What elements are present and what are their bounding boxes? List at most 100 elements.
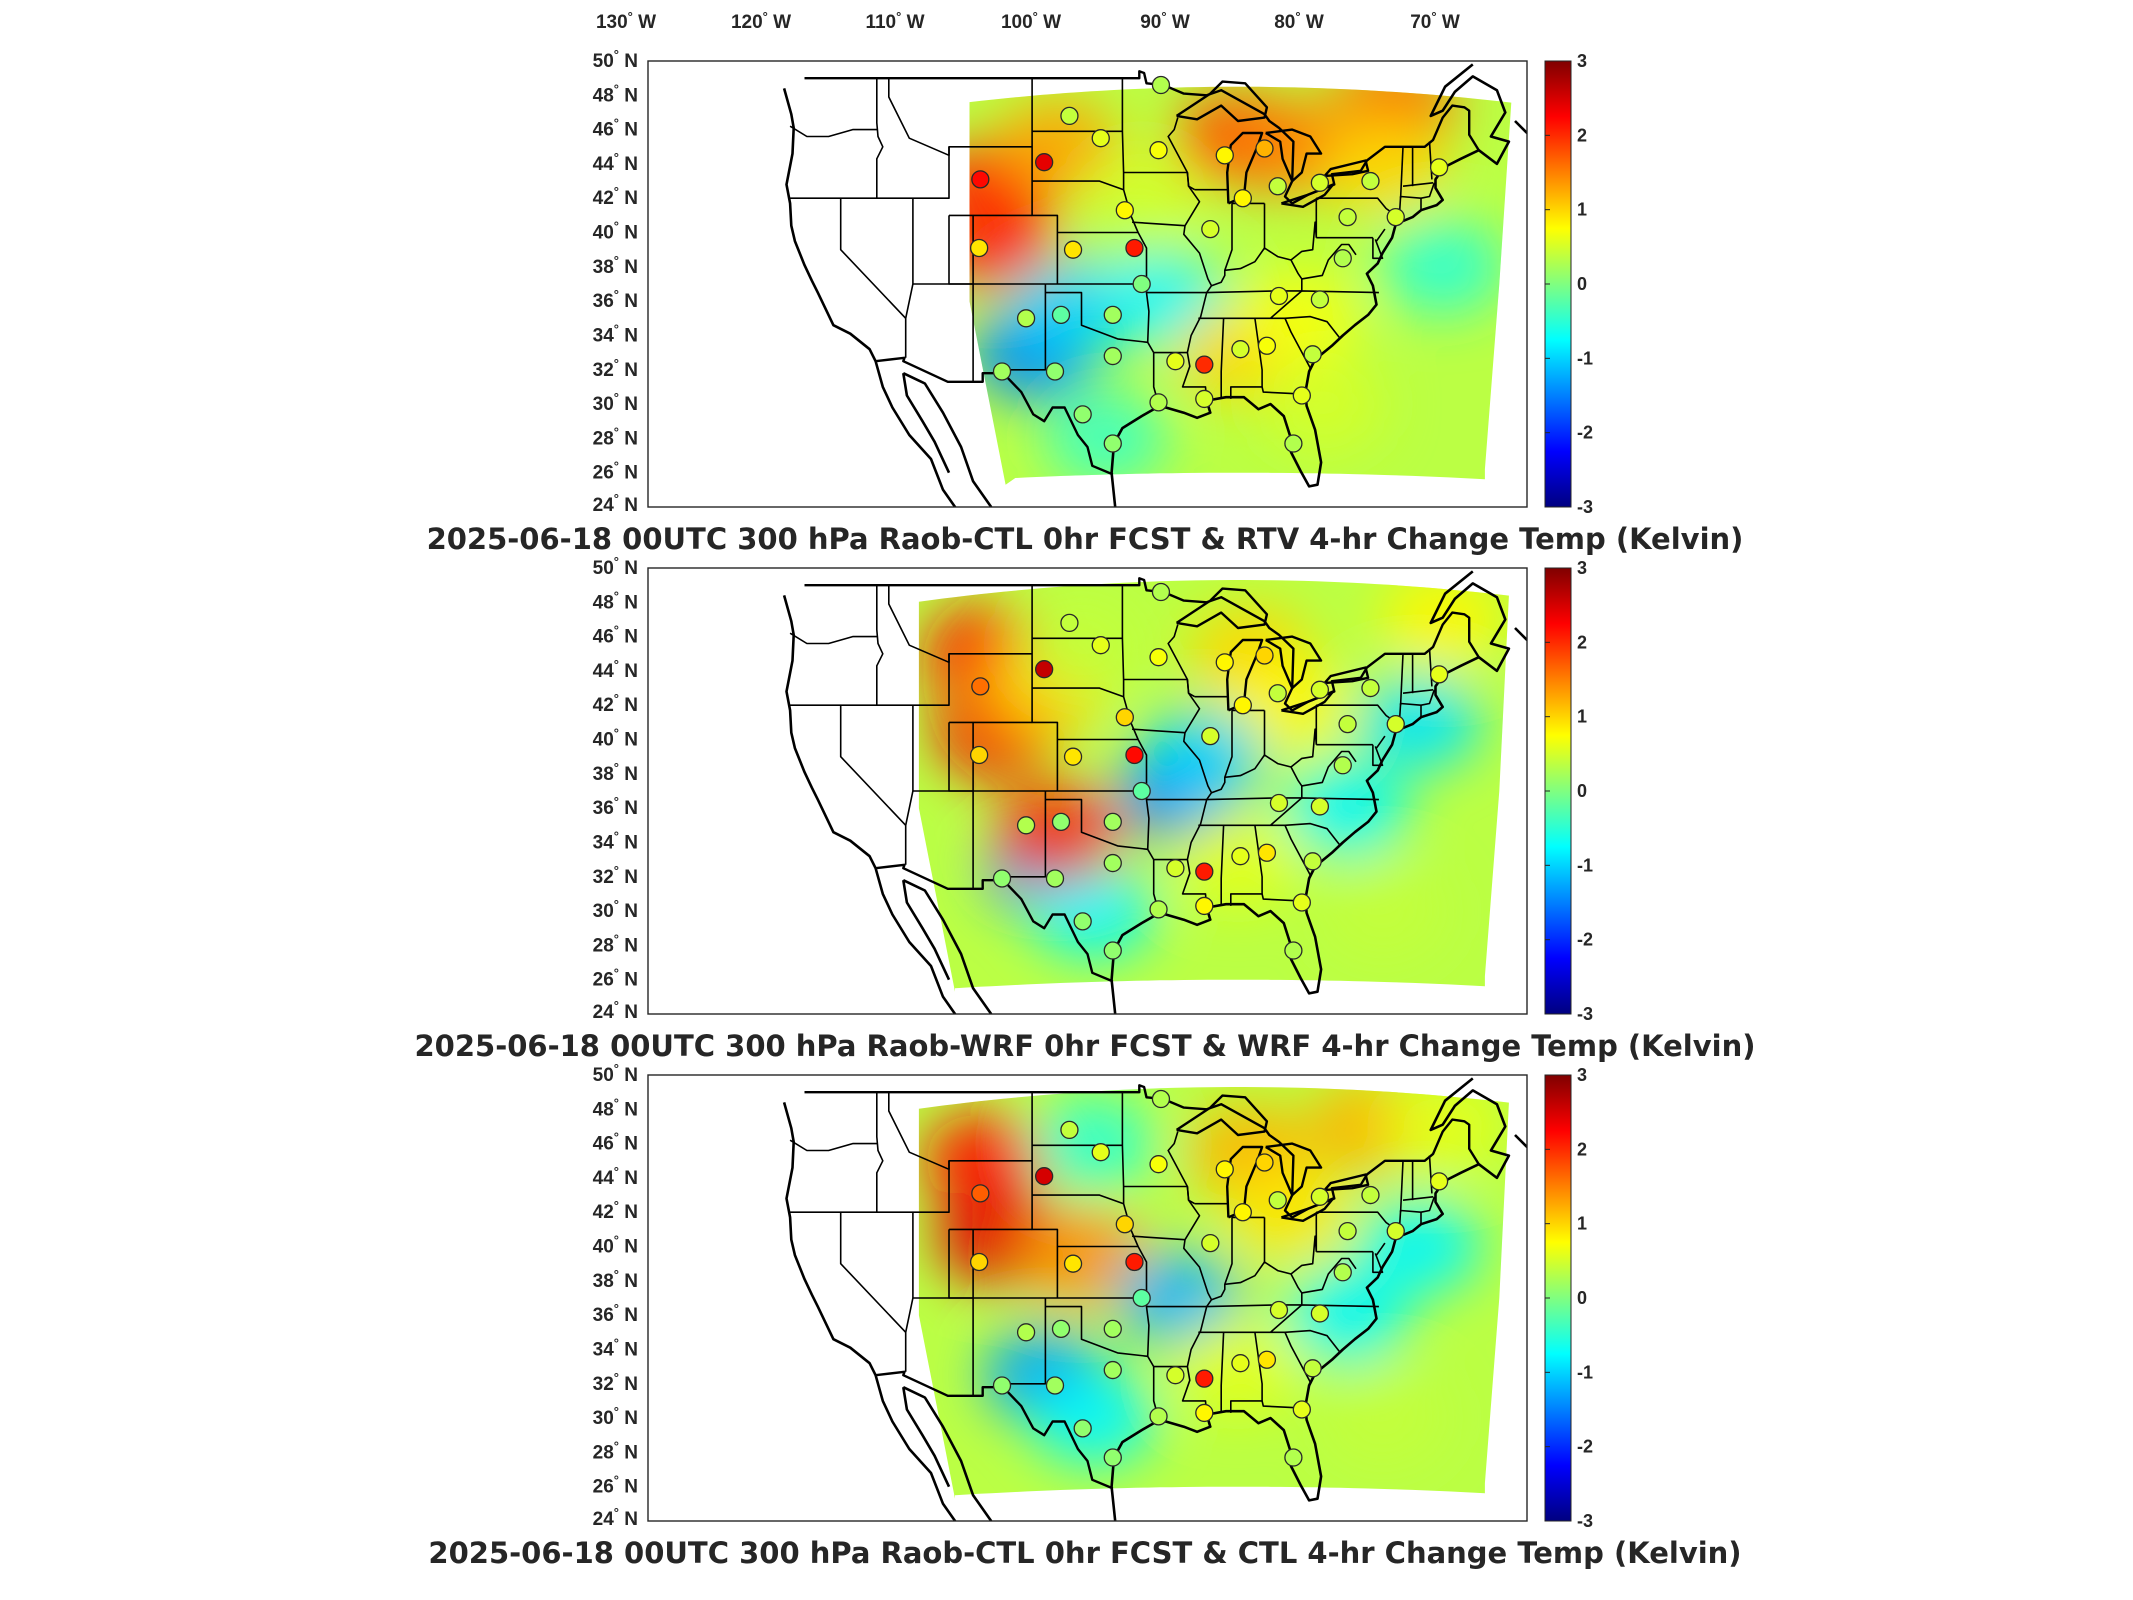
country-border xyxy=(875,863,1114,983)
raob-station-marker xyxy=(1333,756,1352,775)
raob-station-marker xyxy=(1292,386,1311,405)
state-border xyxy=(1031,78,1059,284)
state-border xyxy=(1372,237,1384,260)
latitude-label: 34° N xyxy=(593,321,638,346)
state-border xyxy=(1375,1242,1386,1256)
latitude-label: 42° N xyxy=(593,691,638,716)
raob-station-marker xyxy=(1429,158,1449,177)
raob-station-marker xyxy=(1303,1359,1322,1378)
raob-station-marker xyxy=(1284,434,1303,453)
raob-station-marker xyxy=(1063,1254,1083,1273)
state-border xyxy=(875,78,884,199)
latitude-label: 24° N xyxy=(593,998,638,1023)
state-border xyxy=(1402,182,1434,187)
great-lake-shore xyxy=(1281,690,1335,715)
raob-station-marker xyxy=(969,238,989,258)
country-border xyxy=(875,356,1114,476)
latitude-label: 24° N xyxy=(593,1505,638,1530)
raob-station-marker xyxy=(1195,389,1214,409)
raob-station-marker xyxy=(1310,290,1330,309)
colorbar-tick-label: -2 xyxy=(1577,1437,1593,1457)
state-border xyxy=(1002,791,1047,878)
coastline xyxy=(1429,63,1511,166)
raob-station-marker xyxy=(1051,305,1071,325)
colorbar-tick-label: -2 xyxy=(1577,423,1593,443)
raob-station-marker xyxy=(1284,1448,1303,1467)
great-lake-shore xyxy=(1175,587,1269,630)
state-border xyxy=(1301,243,1357,280)
raob-station-marker xyxy=(1103,1360,1122,1380)
raob-station-marker xyxy=(1103,346,1122,366)
field-region xyxy=(1019,1207,1144,1304)
state-border xyxy=(1301,1257,1357,1294)
field-region xyxy=(995,785,1120,882)
temperature-change-field xyxy=(918,1087,1509,1499)
raob-station-marker xyxy=(1051,812,1071,832)
raob-station-marker xyxy=(1310,1187,1330,1206)
raob-station-marker xyxy=(1063,240,1083,259)
raob-station-marker xyxy=(1073,405,1092,424)
coastline xyxy=(902,879,951,981)
state-border xyxy=(875,1092,884,1213)
raob-station-marker xyxy=(1201,219,1220,239)
raob-station-marker xyxy=(1045,362,1065,381)
state-border xyxy=(875,585,884,706)
latitude-label: 44° N xyxy=(593,657,638,682)
raob-station-marker xyxy=(971,170,990,189)
field-region xyxy=(995,98,1120,195)
longitude-label: 130° W xyxy=(596,9,656,33)
field-region xyxy=(1031,1095,1156,1192)
raob-station-marker xyxy=(1166,1366,1185,1385)
state-border xyxy=(1269,290,1379,319)
raob-station-marker xyxy=(1103,1319,1122,1339)
coastline xyxy=(1110,1163,1480,1521)
raob-station-marker xyxy=(1195,862,1214,881)
raob-station-marker xyxy=(1103,941,1122,960)
raob-station-marker xyxy=(969,745,989,765)
raob-station-marker xyxy=(1386,1221,1405,1241)
colorbar-tick-label: -1 xyxy=(1577,348,1593,368)
state-border xyxy=(839,1212,907,1333)
raob-station-marker xyxy=(1103,305,1122,325)
state-border xyxy=(1002,284,1047,371)
longitude-label: 90° W xyxy=(1140,9,1190,33)
latitude-label: 46° N xyxy=(593,116,638,141)
state-border xyxy=(1198,822,1340,845)
raob-station-marker xyxy=(1310,173,1330,192)
raob-station-marker xyxy=(1310,797,1330,816)
raob-station-marker xyxy=(1103,853,1122,873)
field-region xyxy=(1380,580,1505,668)
latitude-label: 28° N xyxy=(593,424,638,449)
raob-station-marker xyxy=(971,1184,990,1203)
state-border xyxy=(1220,1332,1225,1412)
raob-station-marker xyxy=(1310,1304,1330,1323)
raob-station-marker xyxy=(1132,274,1151,294)
great-lake-shore xyxy=(1323,1173,1370,1192)
state-border xyxy=(1045,1305,1155,1368)
map-panels: 50° N 48° N 46° N 44° N 42° N 40° N 38° N 36° N… xyxy=(414,47,1755,1570)
state-border xyxy=(1198,1329,1340,1352)
raob-station-marker xyxy=(1073,1419,1092,1438)
raob-station-marker xyxy=(1215,653,1234,672)
state-border xyxy=(789,1139,878,1152)
raob-station-marker xyxy=(992,1376,1012,1395)
great-lake-shore xyxy=(1323,666,1370,685)
raob-station-marker xyxy=(1091,1143,1110,1162)
latitude-label: 46° N xyxy=(593,1130,638,1155)
panel-title: 2025-06-18 00UTC 300 hPa Raob-CTL 0hr FC… xyxy=(427,522,1744,556)
latitude-label: 26° N xyxy=(593,966,638,991)
state-border xyxy=(1132,728,1186,734)
raob-station-marker xyxy=(1338,714,1357,734)
colorbar-tick-label: 1 xyxy=(1577,707,1587,727)
raob-station-marker xyxy=(1103,434,1122,453)
state-border xyxy=(1032,1194,1124,1205)
raob-station-marker xyxy=(1233,1203,1252,1222)
map-panel: 50° N 48° N 46° N 44° N 42° N 40° N 38° N 36° N… xyxy=(414,554,1755,1063)
state-border xyxy=(887,1092,950,1171)
field-region xyxy=(1320,863,1445,960)
latitude-label: 28° N xyxy=(593,1438,638,1463)
great-lake-shore xyxy=(1175,1094,1269,1137)
raob-station-marker xyxy=(1132,781,1151,801)
raob-station-marker xyxy=(1361,678,1380,698)
raob-station-marker xyxy=(1429,1172,1449,1191)
